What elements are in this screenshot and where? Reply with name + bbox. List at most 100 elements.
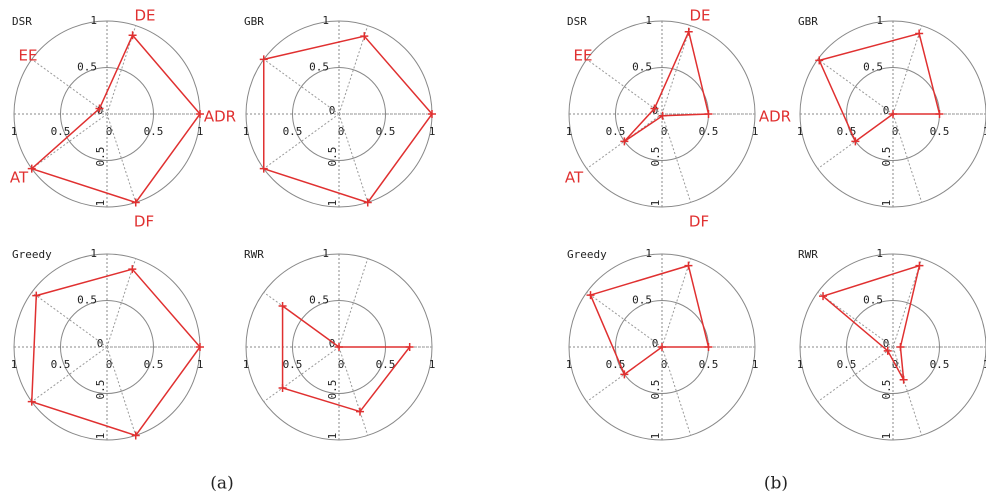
tick-label: 0	[97, 337, 104, 350]
tick-label: 0.5	[77, 61, 97, 74]
radar-line	[821, 264, 921, 381]
spoke	[106, 113, 137, 203]
marker	[815, 56, 824, 65]
tick-label: 0	[106, 358, 113, 371]
tick-label: 1	[429, 125, 436, 138]
marker	[196, 110, 204, 118]
marker	[363, 198, 372, 207]
marker	[259, 55, 268, 64]
marker	[32, 291, 41, 300]
caption: (a)	[210, 474, 233, 494]
tick-label: 1	[243, 125, 250, 138]
tick-label: 0.5	[930, 125, 950, 138]
tick-label: 0	[892, 125, 899, 138]
tick-label: 0.5	[94, 147, 107, 167]
spoke	[892, 346, 923, 436]
marker	[915, 261, 924, 270]
radar-line	[589, 264, 710, 376]
tick-label: 1	[429, 358, 436, 371]
spoke	[31, 113, 108, 170]
tick-label: 1	[326, 200, 339, 207]
tick-label: 0	[338, 358, 345, 371]
spoke	[661, 113, 692, 203]
tick-label: 1	[880, 433, 893, 440]
chart-title: DSR	[567, 15, 587, 28]
marker	[128, 31, 137, 40]
tick-label: 0.5	[144, 125, 164, 138]
marker	[896, 343, 905, 351]
spoke	[338, 258, 369, 348]
tick-label: 0	[329, 337, 336, 350]
marker	[278, 302, 287, 311]
spoke	[263, 113, 340, 170]
tick-label: 0.5	[649, 380, 662, 400]
spoke	[31, 58, 108, 115]
radar-line	[30, 33, 201, 204]
spoke	[106, 346, 137, 436]
marker	[95, 104, 104, 113]
axis-label: DE	[689, 7, 710, 25]
marker	[620, 370, 629, 379]
tick-label: 0	[106, 125, 113, 138]
tick-label: 0	[883, 337, 890, 350]
tick-label: 1	[322, 14, 329, 27]
spoke	[892, 113, 923, 203]
axis-label: AT	[10, 169, 29, 187]
tick-label: 1	[649, 200, 662, 207]
tick-label: 1	[197, 125, 204, 138]
marker	[131, 431, 140, 440]
marker	[335, 343, 343, 351]
spoke	[817, 58, 894, 115]
axis-label: EE	[574, 47, 593, 65]
marker	[405, 343, 414, 351]
grid-circle	[292, 67, 386, 161]
marker	[360, 32, 369, 41]
marker	[586, 291, 595, 300]
marker	[355, 407, 364, 416]
tick-label: 1	[90, 247, 97, 260]
tick-label: 0.5	[880, 147, 893, 167]
tick-label: 1	[326, 433, 339, 440]
radar-line	[623, 29, 710, 142]
tick-label: 1	[197, 358, 204, 371]
tick-label: 1	[243, 358, 250, 371]
chart-title: DSR	[12, 15, 32, 28]
marker	[650, 104, 659, 113]
tick-label: 1	[90, 14, 97, 27]
tick-label: 0.5	[837, 358, 857, 371]
tick-label: 0.5	[144, 358, 164, 371]
spoke	[31, 346, 108, 403]
marker	[935, 110, 944, 118]
marker	[428, 110, 436, 118]
tick-label: 1	[983, 125, 986, 138]
tick-label: 0.5	[632, 294, 652, 307]
tick-label: 1	[11, 125, 18, 138]
tick-label: 1	[94, 200, 107, 207]
radar-line	[263, 35, 433, 204]
marker	[704, 343, 713, 351]
spoke	[586, 291, 663, 348]
marker	[658, 111, 667, 120]
marker	[196, 343, 204, 351]
tick-label: 1	[797, 358, 804, 371]
radar-line	[818, 32, 941, 143]
chart-title: GBR	[244, 15, 264, 28]
chart-title: Greedy	[12, 248, 52, 261]
tick-label: 0.5	[309, 294, 329, 307]
tick-label: 0.5	[51, 358, 71, 371]
marker	[658, 343, 666, 351]
spoke	[661, 258, 692, 348]
tick-label: 0.5	[94, 380, 107, 400]
radar-line	[30, 268, 201, 437]
spoke	[586, 113, 663, 170]
tick-label: 0.5	[699, 125, 719, 138]
spoke	[586, 346, 663, 403]
marker	[128, 265, 137, 274]
spoke	[892, 25, 923, 115]
tick-label: 0	[883, 104, 890, 117]
marker	[259, 164, 268, 173]
tick-label: 0	[329, 104, 336, 117]
tick-label: 0	[652, 337, 659, 350]
spoke	[263, 346, 340, 403]
